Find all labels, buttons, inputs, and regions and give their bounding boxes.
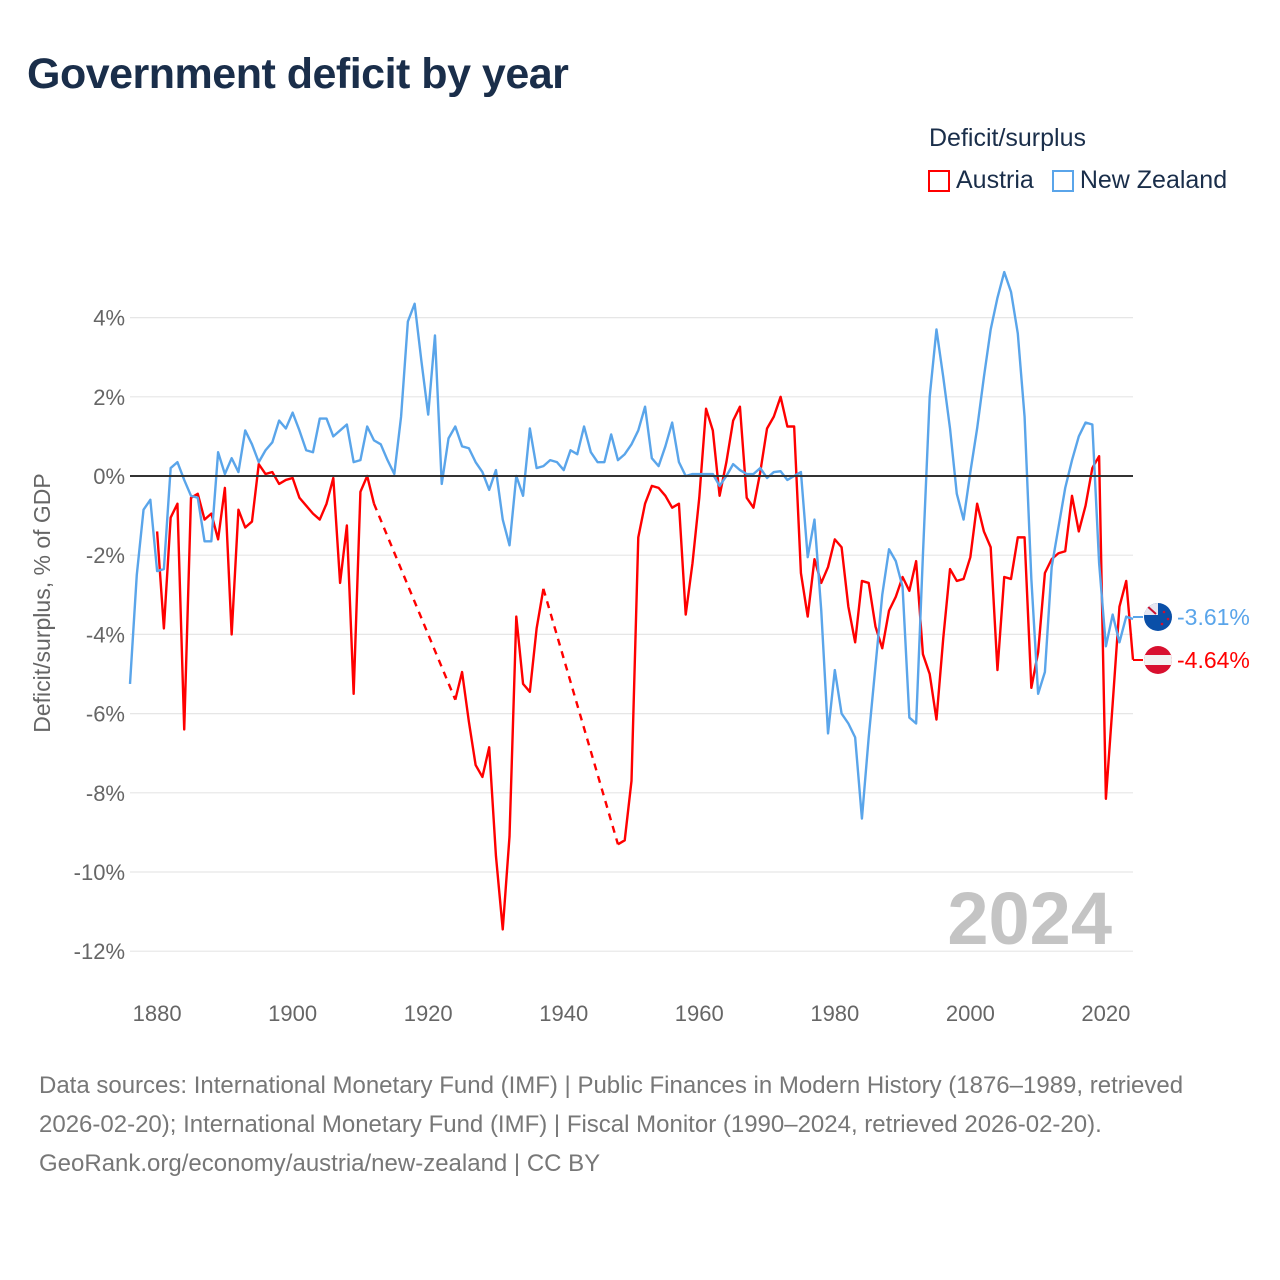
- y-tick-label: -2%: [86, 543, 125, 568]
- footer: Data sources: International Monetary Fun…: [39, 1066, 1239, 1183]
- y-tick-label: -8%: [86, 781, 125, 806]
- series-line-austria: [454, 588, 545, 931]
- legend-item-new-zealand[interactable]: New Zealand: [1051, 166, 1228, 195]
- gap-line: [372, 503, 457, 701]
- data-sources: Data sources: International Monetary Fun…: [39, 1072, 1184, 1138]
- y-tick-label: 2%: [93, 385, 125, 410]
- x-tick-label: 2020: [1081, 1001, 1130, 1026]
- series-line-austria: [155, 462, 376, 731]
- x-tick-label: 1960: [675, 1001, 724, 1026]
- y-tick-label: -4%: [86, 622, 125, 647]
- austria-swatch-icon: [928, 169, 950, 192]
- x-tick-label: 1900: [268, 1001, 317, 1026]
- legend-label: Austria: [956, 166, 1034, 194]
- x-tick-label: 1920: [404, 1001, 453, 1026]
- series-line-new-zealand: [128, 270, 1134, 820]
- austria-flag-icon: [1144, 646, 1172, 674]
- y-tick-label: -6%: [86, 702, 125, 727]
- new-zealand-flag-icon: [1144, 603, 1172, 631]
- legend: Austria New Zealand: [928, 166, 1227, 195]
- series-line-austria: [617, 395, 1135, 846]
- y-axis-label: Deficit/surplus, % of GDP: [29, 473, 55, 732]
- y-tick-label: -12%: [74, 939, 125, 964]
- y-tick-label: -10%: [74, 860, 125, 885]
- legend-item-austria[interactable]: Austria: [928, 166, 1034, 195]
- year-watermark: 2024: [947, 877, 1112, 960]
- x-tick-label: 1940: [539, 1001, 588, 1026]
- y-tick-label: 0%: [93, 464, 125, 489]
- y-tick-label: 4%: [93, 306, 125, 331]
- line-chart: 4% 2% 0% -2% -4% -6% -8% -10% -12% 1880 1900 1920 19…: [29, 270, 1250, 1026]
- legend-label: New Zealand: [1079, 166, 1228, 194]
- x-tick-label: 2000: [946, 1001, 995, 1026]
- credit-link[interactable]: GeoRank.org/economy/austria/new-zealand …: [39, 1150, 601, 1177]
- end-label-new-zealand: -3.61%: [1177, 604, 1250, 630]
- x-tick-label: 1980: [810, 1001, 859, 1026]
- new-zealand-swatch-icon: [1051, 169, 1074, 192]
- end-label-austria: -4.64%: [1177, 647, 1250, 673]
- gap-line: [542, 588, 620, 845]
- x-tick-label: 1880: [133, 1001, 182, 1026]
- page-title: Government deficit by year: [27, 50, 569, 98]
- legend-title: Deficit/surplus: [929, 124, 1086, 152]
